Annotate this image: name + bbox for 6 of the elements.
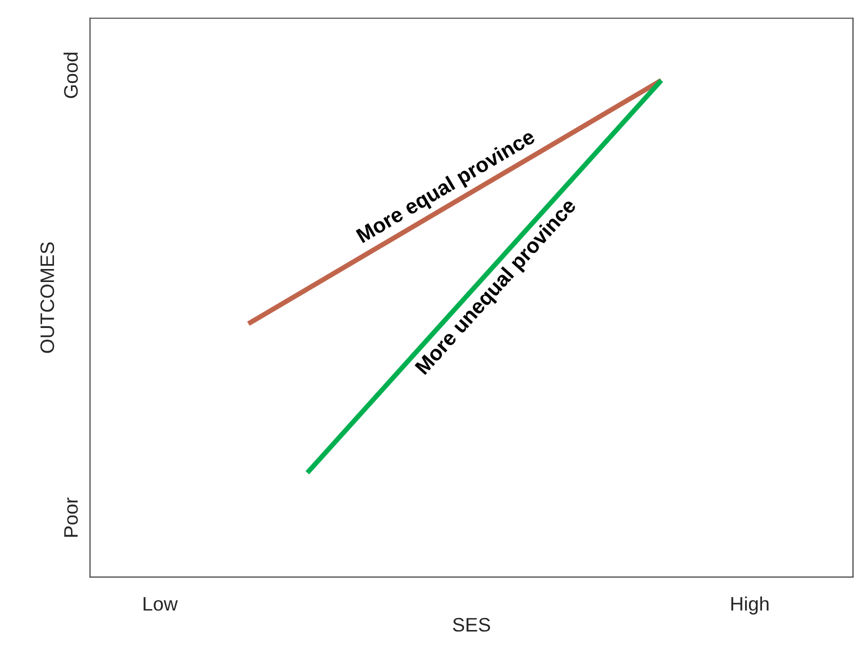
y-axis-title: OUTCOMES <box>40 242 54 353</box>
x-tick-label: Low <box>144 597 178 611</box>
text: Poor <box>64 498 78 537</box>
text: Good <box>64 52 78 98</box>
x-axis-title: SES <box>452 618 490 632</box>
x-tick-label: High <box>731 596 768 615</box>
